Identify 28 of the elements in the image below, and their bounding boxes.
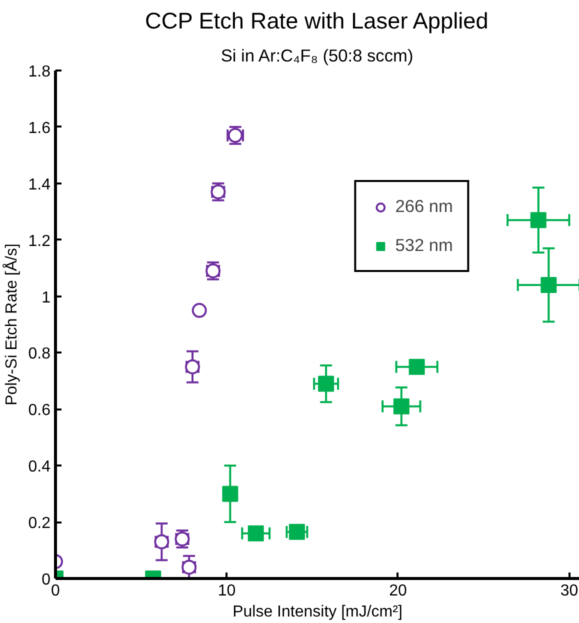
x-tick-label: 20 xyxy=(389,582,407,600)
x-axis-title: Pulse Intensity [mJ/cm²] xyxy=(232,604,402,620)
y-tick-label: 1 xyxy=(42,289,51,306)
y-tick-label: 0.8 xyxy=(28,346,51,363)
y-axis-title: Poly-Si Etch Rate [Å/s] xyxy=(2,244,20,406)
y-tick-label: 0 xyxy=(42,572,51,588)
point xyxy=(530,212,546,228)
point xyxy=(288,524,305,540)
legend-label: 266 nm xyxy=(395,196,453,217)
y-tick-label: 1.2 xyxy=(28,232,51,250)
chart-subtitle: Si in Ar:C₄F₈ (50:8 sccm) xyxy=(220,46,414,66)
point xyxy=(318,376,334,392)
y-tick-label: 1.4 xyxy=(28,176,51,194)
point xyxy=(540,276,557,293)
y-tick-label: 1.6 xyxy=(28,120,51,137)
point xyxy=(393,398,410,414)
y-tick-label: 0.4 xyxy=(28,458,51,476)
point xyxy=(192,302,207,318)
x-tick-label: 30 xyxy=(560,582,578,600)
y-tick-label: 0.6 xyxy=(28,402,51,420)
chart-title: CCP Etch Rate with Laser Applied xyxy=(144,8,488,34)
y-tick-label: 1.8 xyxy=(28,64,51,80)
point xyxy=(408,358,425,375)
legend-label: 532 nm xyxy=(395,235,453,256)
x-tick-label: 10 xyxy=(218,582,236,600)
point xyxy=(248,525,264,542)
y-tick-label: 0.2 xyxy=(28,515,51,532)
point xyxy=(222,486,238,502)
